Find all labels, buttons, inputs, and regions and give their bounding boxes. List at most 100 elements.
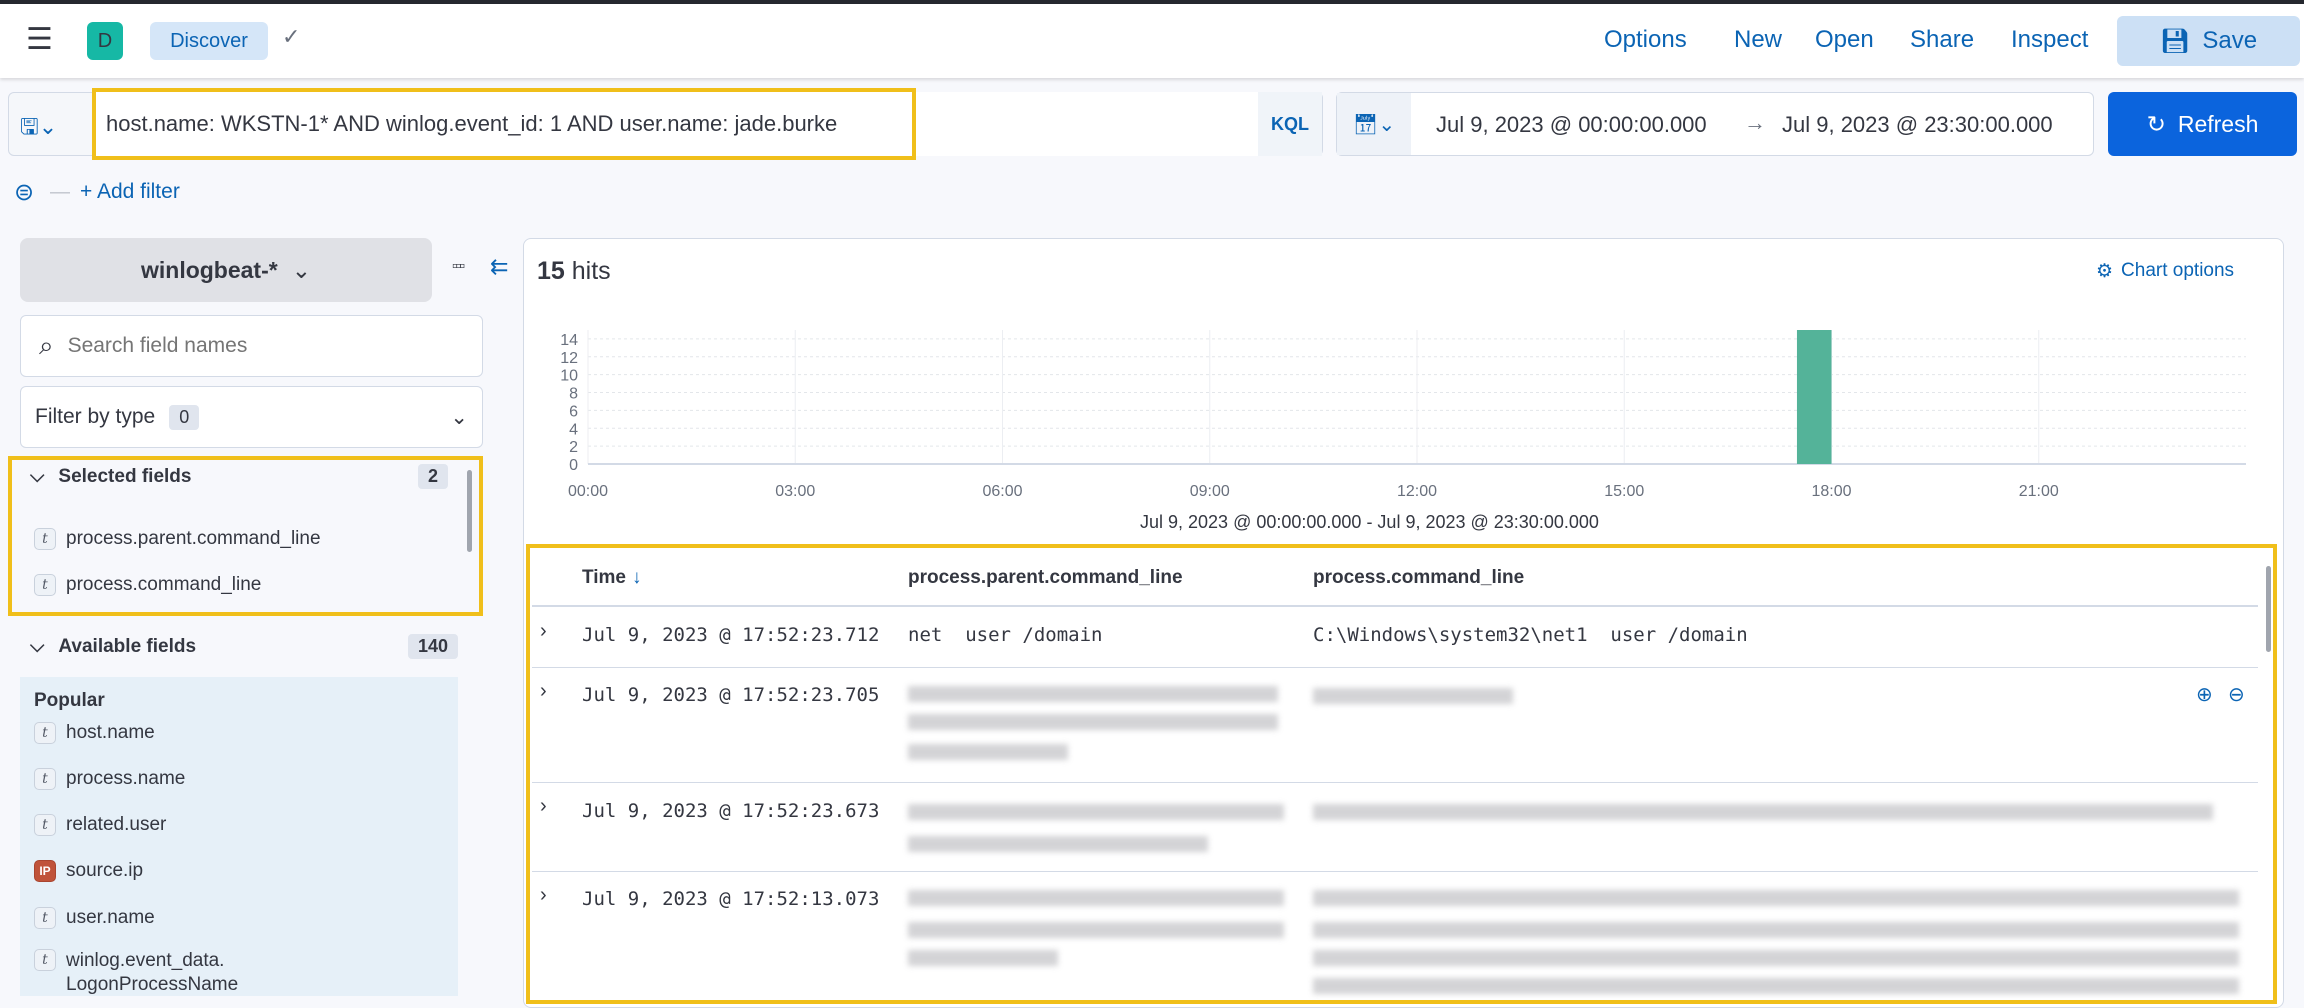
field-name: process.parent.command_line <box>66 528 321 549</box>
divider <box>532 667 2258 668</box>
field-search[interactable]: ⌕ <box>20 315 483 377</box>
chart-options-button[interactable]: ⚙ Chart options <box>2096 260 2234 283</box>
selected-fields-toggle[interactable]: ⌵ Selected fields <box>30 466 191 488</box>
field-item[interactable]: t process.name <box>34 764 185 794</box>
share-link[interactable]: Share <box>1910 26 1975 53</box>
hits-number: 15 <box>537 257 565 285</box>
divider <box>532 871 2258 872</box>
x-tick-label: 12:00 <box>1397 483 1437 500</box>
field-item[interactable]: IP source.ip <box>34 856 143 886</box>
filter-out-value-icon[interactable]: ⊖ <box>2228 684 2245 706</box>
column-header-parent-cmd[interactable]: process.parent.command_line <box>908 567 1183 588</box>
parent-cmd-cell: net user /domain <box>908 624 1103 646</box>
string-type-icon: t <box>34 814 56 836</box>
refresh-label: Refresh <box>2177 110 2259 137</box>
redacted-text <box>908 804 1284 820</box>
kql-button[interactable]: KQL <box>1258 92 1322 156</box>
menu-icon[interactable]: ☰ <box>26 23 53 56</box>
selected-field-item[interactable]: t process.command_line <box>34 570 261 600</box>
divider: — <box>50 181 70 203</box>
x-tick-label: 00:00 <box>568 483 608 500</box>
x-tick-label: 03:00 <box>775 483 815 500</box>
chevron-down-icon: ⌵ <box>30 636 45 657</box>
string-type-icon: t <box>34 722 56 744</box>
date-end[interactable]: Jul 9, 2023 @ 23:30:00.000 <box>1782 112 2053 137</box>
expand-row-icon[interactable]: › <box>540 680 547 702</box>
collapse-sidebar-icon[interactable]: ⇇ <box>490 254 509 279</box>
chevron-down-icon: ⌄ <box>291 256 311 283</box>
x-tick-label: 09:00 <box>1190 483 1230 500</box>
scrollbar[interactable] <box>467 470 472 552</box>
selected-count-badge: 2 <box>418 464 449 489</box>
redacted-text <box>1313 922 2239 938</box>
expand-row-icon[interactable]: › <box>540 795 547 817</box>
refresh-button[interactable]: ↻ Refresh <box>2108 92 2297 156</box>
inspect-link[interactable]: Inspect <box>2011 26 2089 53</box>
field-name-cont: LogonProcessName <box>66 974 239 995</box>
redacted-text <box>908 714 1278 730</box>
y-tick-label: 8 <box>569 386 578 403</box>
selected-field-item[interactable]: t process.parent.command_line <box>34 524 321 554</box>
divider <box>532 782 2258 783</box>
open-link[interactable]: Open <box>1815 26 1874 53</box>
index-pattern-selector[interactable]: winlogbeat-* ⌄ <box>20 238 432 302</box>
redacted-text <box>908 890 1284 906</box>
field-name: source.ip <box>66 860 144 881</box>
more-options-icon[interactable]: ▫▫▫ <box>452 258 465 275</box>
app-avatar[interactable]: D <box>87 22 123 60</box>
sort-desc-icon: ↓ <box>632 567 642 588</box>
saved-query-icon[interactable]: 🖫⌄ <box>20 114 58 139</box>
y-tick-label: 6 <box>569 403 578 420</box>
header <box>0 4 2304 78</box>
options-link[interactable]: Options <box>1604 26 1687 53</box>
field-item[interactable]: t host.name <box>34 718 155 748</box>
field-name: host.name <box>66 722 155 743</box>
popular-label: Popular <box>34 690 105 711</box>
filter-for-value-icon[interactable]: ⊕ <box>2196 684 2213 706</box>
add-filter-button[interactable]: + Add filter <box>80 180 180 203</box>
expand-row-icon[interactable]: › <box>540 620 547 642</box>
chart-options-label: Chart options <box>2121 260 2235 281</box>
string-type-icon: t <box>34 907 56 929</box>
table-scrollbar[interactable] <box>2266 566 2271 652</box>
available-fields-label: Available fields <box>58 636 197 657</box>
gear-icon: ⚙ <box>2096 261 2114 282</box>
field-item[interactable]: t user.name <box>34 903 155 933</box>
breadcrumb-discover[interactable]: Discover <box>150 22 268 60</box>
ip-type-icon: IP <box>34 860 56 882</box>
column-label: Time <box>582 567 627 588</box>
expand-row-icon[interactable]: › <box>540 884 547 906</box>
x-tick-label: 18:00 <box>1811 483 1851 500</box>
selected-fields-highlight <box>8 456 483 616</box>
date-picker[interactable] <box>1336 92 2094 156</box>
x-tick-label: 06:00 <box>982 483 1022 500</box>
y-tick-label: 2 <box>569 439 578 456</box>
filter-by-type[interactable]: Filter by type 0 ⌄ <box>20 386 483 448</box>
filter-menu-icon[interactable]: ⊜ <box>14 179 35 206</box>
column-header-time[interactable]: Time ↓ <box>582 567 642 589</box>
redacted-text <box>1313 890 2239 906</box>
cmd-cell: C:\Windows\system32\net1 user /domain <box>1313 624 1748 646</box>
string-type-icon: t <box>34 574 56 596</box>
redacted-text <box>908 686 1278 702</box>
calendar-icon[interactable]: 📅︎⌄ <box>1337 93 1411 155</box>
redacted-text <box>1313 804 2213 820</box>
column-header-cmd[interactable]: process.command_line <box>1313 567 1525 588</box>
field-item[interactable]: t related.user <box>34 810 166 840</box>
arrow-right-icon: → <box>1744 110 1766 135</box>
filter-count-badge: 0 <box>169 404 200 430</box>
redacted-text <box>908 744 1068 760</box>
save-button[interactable]: 💾︎ Save <box>2117 16 2300 66</box>
search-field-input[interactable] <box>67 334 448 358</box>
query-input[interactable]: host.name: WKSTN-1* AND winlog.event_id:… <box>106 111 838 136</box>
search-icon: ⌕ <box>39 330 54 360</box>
available-fields-toggle[interactable]: ⌵ Available fields <box>30 636 196 658</box>
time-cell: Jul 9, 2023 @ 17:52:23.705 <box>582 684 880 706</box>
y-tick-label: 12 <box>560 350 578 367</box>
new-link[interactable]: New <box>1734 26 1783 53</box>
field-item[interactable]: t winlog.event_data. LogonProcessName <box>34 949 238 999</box>
date-start[interactable]: Jul 9, 2023 @ 00:00:00.000 <box>1436 112 1707 137</box>
y-tick-label: 0 <box>569 457 578 474</box>
redacted-text <box>908 922 1284 938</box>
